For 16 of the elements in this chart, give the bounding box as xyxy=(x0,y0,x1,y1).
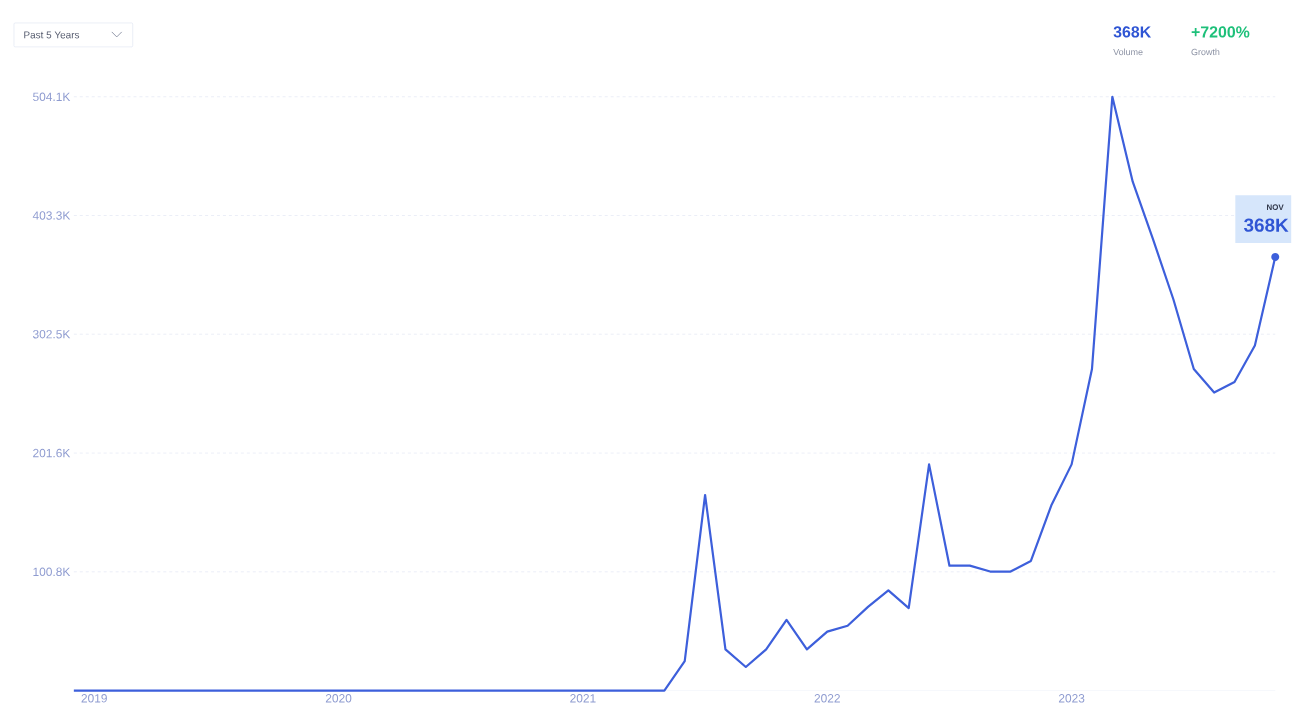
y-tick-label: 504.1K xyxy=(33,92,71,101)
annotation: 368K xyxy=(1243,218,1289,232)
x-tick-label: 2022 xyxy=(814,693,840,703)
x-tick-label: 2023 xyxy=(1058,693,1085,703)
y-tick-label: 403.3K xyxy=(32,211,71,220)
x-tick-label: 2020 xyxy=(325,693,352,703)
text: +7200% xyxy=(1191,26,1250,38)
x-tick-label: 2019 xyxy=(81,693,107,703)
y-tick-label: 201.6K xyxy=(33,448,71,458)
text: 368K xyxy=(1113,26,1152,38)
text: Volume xyxy=(1113,48,1143,55)
y-tick-label: 302.5K xyxy=(32,329,71,339)
y-tick-label: 100.8K xyxy=(33,567,71,576)
text: Growth xyxy=(1191,48,1220,55)
x-tick-label: 2021 xyxy=(570,693,596,703)
text: Past 5 Years xyxy=(24,31,80,39)
